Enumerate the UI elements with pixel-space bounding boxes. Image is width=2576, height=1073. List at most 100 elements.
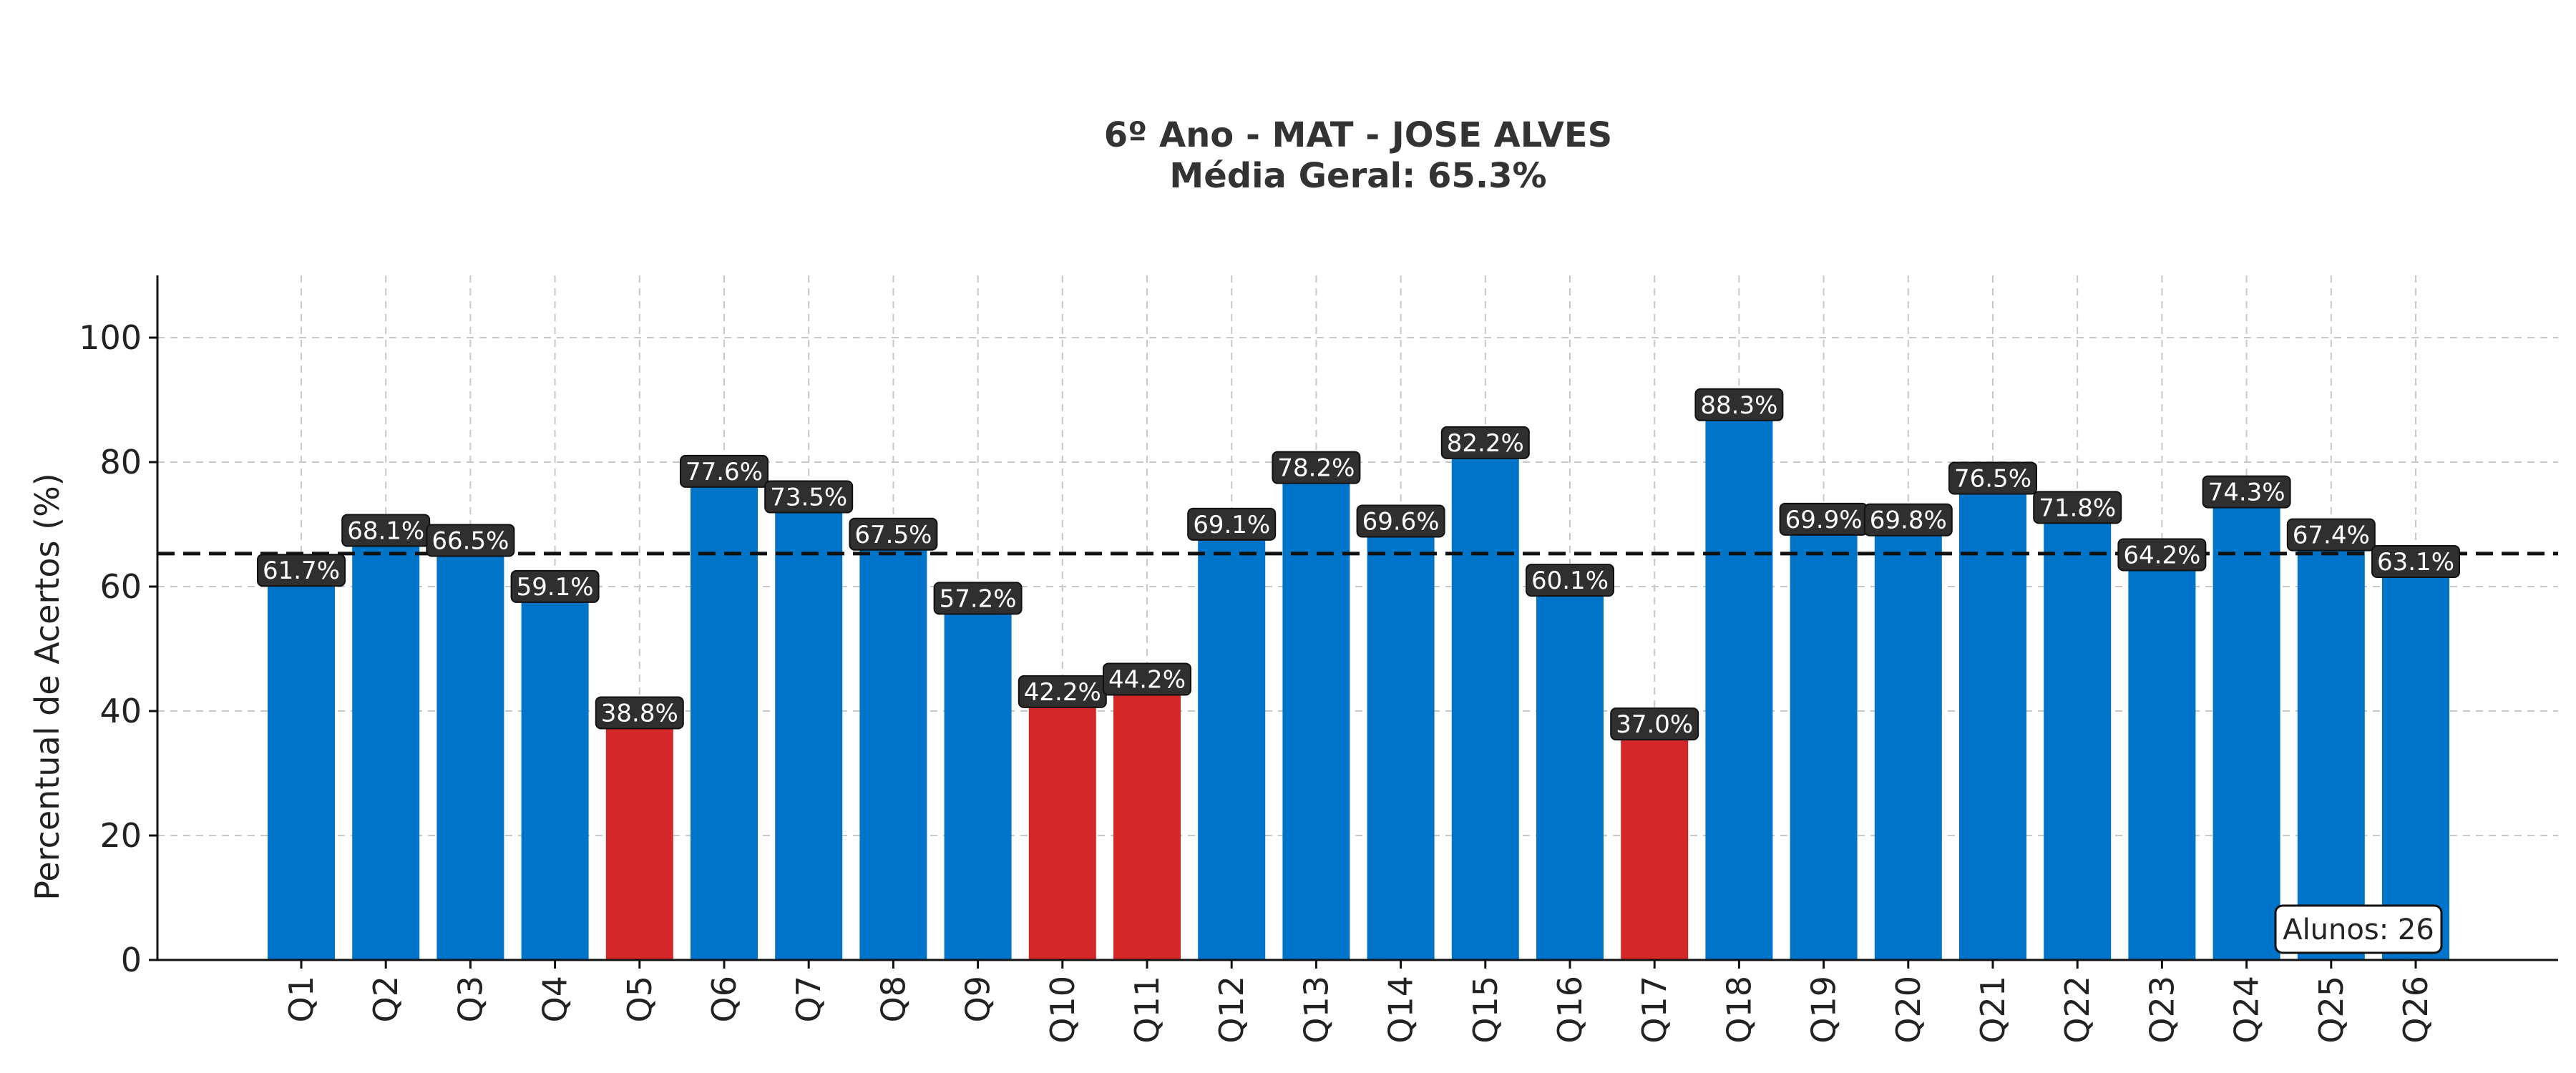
data-label-text: 67.4% — [2293, 521, 2370, 550]
data-label-box — [1187, 507, 1277, 541]
bar-q8 — [859, 539, 927, 960]
data-label-q23: 64.2% — [2117, 538, 2207, 572]
chart-title: 6º Ano - MAT - JOSE ALVES Média Geral: 6… — [1104, 115, 1612, 196]
data-label-text: 42.2% — [1024, 678, 1101, 707]
data-label-q17: 37.0% — [1610, 707, 1699, 741]
bar-q17 — [1621, 730, 1689, 960]
data-label-box — [1356, 504, 1445, 538]
data-label-q14: 69.6% — [1356, 504, 1445, 538]
data-label-q2: 68.1% — [341, 514, 431, 547]
data-label-q1: 61.7% — [257, 554, 346, 587]
data-label-box — [1948, 461, 2037, 495]
bar-q13 — [1282, 473, 1350, 960]
bar-q10 — [1028, 697, 1096, 960]
data-label-text: 37.0% — [1616, 710, 1693, 739]
data-label-text: 76.5% — [1954, 464, 2031, 493]
data-label-text: 59.1% — [517, 573, 594, 602]
students-count-text: Alunos: 26 — [2283, 913, 2434, 946]
data-label-q4: 59.1% — [510, 569, 600, 603]
bars — [268, 410, 2449, 960]
data-label-q5: 38.8% — [595, 696, 684, 730]
data-label-text: 68.1% — [347, 517, 424, 546]
x-tick-label-q12: Q12 — [1212, 976, 1251, 1044]
bar-q12 — [1198, 529, 1266, 960]
bar-q6 — [691, 476, 758, 960]
data-label-q12: 69.1% — [1187, 507, 1277, 541]
data-label-text: 60.1% — [1531, 567, 1609, 595]
x-tick-label-q13: Q13 — [1297, 976, 1335, 1044]
bar-q26 — [2382, 567, 2449, 960]
data-label-box — [426, 524, 515, 557]
data-label-box — [1103, 662, 1191, 696]
chart-subtitle-line: Média Geral: 65.3% — [1169, 156, 1546, 196]
data-label-q8: 67.5% — [849, 517, 938, 551]
data-label-q9: 57.2% — [933, 582, 1023, 615]
data-label-q26: 63.1% — [2371, 545, 2460, 579]
data-label-q18: 88.3% — [1694, 388, 1784, 421]
students-count-box: Alunos: 26 — [2274, 904, 2443, 954]
x-tick-label-q20: Q20 — [1889, 976, 1928, 1044]
data-label-box — [2371, 545, 2460, 579]
y-tick-label: 60 — [99, 567, 142, 606]
data-label-text: 69.9% — [1785, 506, 1863, 534]
bar-q15 — [1451, 448, 1519, 960]
data-label-box — [2286, 518, 2376, 552]
y-tick-label: 100 — [79, 318, 142, 357]
y-tick-label: 80 — [99, 443, 142, 481]
bar-q22 — [2044, 513, 2112, 960]
bar-q5 — [605, 718, 673, 960]
bar-q24 — [2212, 497, 2280, 960]
x-tick-label-q19: Q19 — [1805, 976, 1843, 1044]
data-label-q7: 73.5% — [764, 480, 854, 514]
data-label-text: 57.2% — [940, 584, 1017, 613]
data-label-box — [1272, 451, 1361, 484]
data-label-text: 38.8% — [601, 699, 678, 727]
data-label-text: 88.3% — [1700, 391, 1777, 420]
x-tick-label-q24: Q24 — [2228, 976, 2266, 1044]
x-tick-labels: Q1 Q2 Q3 Q4 Q5 Q6 Q7 Q8 Q9 Q10 Q11 Q12 Q13 Q14 Q15 Q16 Q… — [282, 960, 2435, 1044]
data-label-q16: 60.1% — [1526, 564, 1614, 597]
data-label-text: 63.1% — [2377, 548, 2454, 577]
x-tick-label-q15: Q15 — [1466, 976, 1505, 1044]
data-label-box — [1440, 426, 1530, 459]
data-label-box — [849, 517, 938, 551]
x-tick-label-q10: Q10 — [1043, 976, 1082, 1044]
data-label-text: 78.2% — [1277, 454, 1355, 483]
grid — [157, 275, 2558, 960]
data-label-box — [2202, 475, 2291, 509]
data-label-box — [2117, 538, 2207, 572]
data-label-text: 61.7% — [263, 557, 340, 585]
data-label-text: 64.2% — [2123, 541, 2200, 569]
data-label-box — [1526, 564, 1614, 597]
data-label-text: 67.5% — [854, 521, 932, 549]
data-label-text: 82.2% — [1447, 429, 1524, 458]
data-label-q10: 42.2% — [1018, 675, 1107, 708]
x-tick-label-q6: Q6 — [705, 976, 743, 1022]
axes — [156, 275, 2558, 961]
data-label-q15: 82.2% — [1440, 426, 1530, 459]
data-label-text: 66.5% — [431, 526, 509, 555]
x-tick-label-q26: Q26 — [2396, 976, 2435, 1044]
x-tick-label-q21: Q21 — [1974, 976, 2012, 1044]
x-tick-label-q16: Q16 — [1551, 976, 1589, 1044]
data-label-text: 73.5% — [770, 484, 847, 512]
data-label-q25: 67.4% — [2286, 518, 2376, 552]
x-tick-label-q17: Q17 — [1635, 976, 1674, 1044]
data-label-text: 69.6% — [1362, 507, 1440, 536]
y-tick-label: 0 — [121, 941, 142, 979]
bar-q2 — [352, 536, 420, 960]
students-count-frame — [2274, 904, 2443, 954]
x-tick-label-q2: Q2 — [366, 976, 405, 1022]
data-label-text: 74.3% — [2208, 479, 2285, 507]
bar-q16 — [1536, 586, 1604, 960]
data-label-q13: 78.2% — [1272, 451, 1361, 484]
x-tick-label-q9: Q9 — [959, 976, 997, 1022]
data-label-box — [2033, 491, 2122, 524]
data-label-box — [764, 480, 854, 514]
data-label-text: 69.8% — [1870, 506, 1947, 535]
data-label-q21: 76.5% — [1948, 461, 2037, 495]
bar-q23 — [2128, 560, 2196, 960]
x-tick-label-q1: Q1 — [282, 976, 321, 1022]
